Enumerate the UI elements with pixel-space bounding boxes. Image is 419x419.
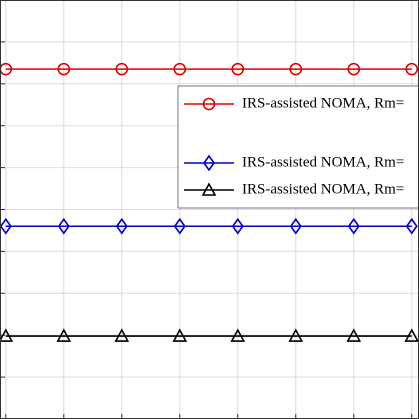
marker	[115, 62, 129, 76]
marker	[172, 328, 188, 342]
marker	[114, 328, 130, 342]
marker	[230, 328, 246, 342]
marker	[405, 217, 418, 235]
marker	[173, 217, 186, 235]
marker	[57, 62, 71, 76]
marker	[203, 154, 215, 172]
legend-label: IRS-assisted NOMA, Rm=	[242, 181, 404, 197]
marker	[0, 328, 14, 342]
legend-label: IRS-assisted NOMA, Rm=	[242, 154, 404, 170]
legend-label: IRS-assisted NOMA, Rm=	[242, 95, 404, 111]
marker	[347, 217, 360, 235]
marker	[289, 217, 302, 235]
marker	[346, 328, 362, 342]
marker	[231, 217, 244, 235]
marker	[56, 328, 72, 342]
marker	[0, 217, 12, 235]
marker	[115, 217, 128, 235]
marker	[201, 182, 217, 196]
marker	[288, 328, 304, 342]
marker	[231, 62, 245, 76]
marker	[404, 328, 419, 342]
marker	[289, 62, 303, 76]
marker	[57, 217, 70, 235]
marker	[405, 62, 419, 76]
marker	[202, 97, 216, 111]
legend-box	[177, 85, 419, 209]
marker	[347, 62, 361, 76]
marker	[173, 62, 187, 76]
